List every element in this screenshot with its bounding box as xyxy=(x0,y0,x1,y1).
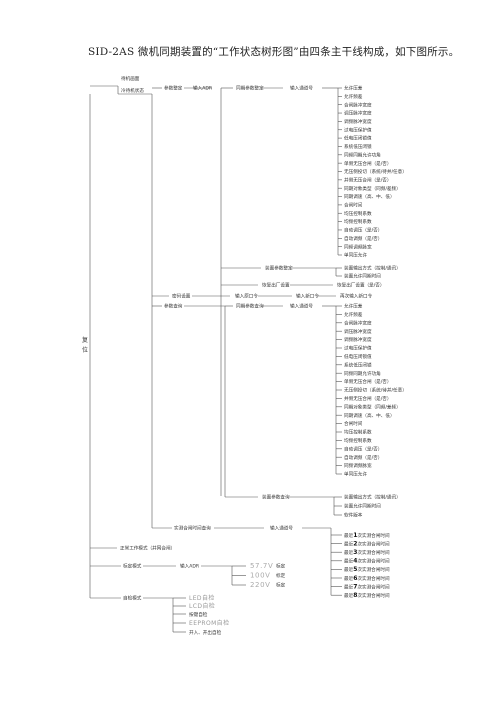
sync-query-title: 同期参数查询 xyxy=(236,303,264,310)
query-title: 参数查询 xyxy=(164,303,183,310)
params-enter: 输入ADR xyxy=(193,85,213,92)
sync-set-title: 同期参数整定 xyxy=(236,85,264,92)
sync-query-item: 调压脉冲宽度 xyxy=(344,328,372,335)
sync-set-item: 同期调速（高、中、低） xyxy=(344,193,395,200)
sync-set-item: 允许压差 xyxy=(344,85,363,92)
dev-query-item: 装置输出方式（控制/通讯） xyxy=(344,494,401,501)
root-label: 复 xyxy=(82,336,88,344)
sync-set-item: 系统低压闭锁 xyxy=(344,143,372,150)
calib-item: 57.7V xyxy=(250,562,273,570)
record-title: 实测合闸时间查询 xyxy=(174,525,211,532)
sync-set-item: 允许频差 xyxy=(344,93,363,100)
sync-query-item: 无压侧投切（系统/待并/任意） xyxy=(344,387,407,394)
calib-item-suffix: 标定 xyxy=(276,582,286,589)
record-item: 最近3次实测合闸时间 xyxy=(344,549,390,556)
standby-title: 待机画面 xyxy=(121,75,140,82)
sync-query-item: 调频脉冲宽度 xyxy=(344,336,372,343)
factory-item: 恢复出厂设置（是/否） xyxy=(337,282,385,289)
record-item: 最近1次实测合闸时间 xyxy=(344,532,390,539)
dev-set-item: 装置输出方式（控制/通讯） xyxy=(344,265,401,272)
sync-query-item: 单同压允许 xyxy=(344,471,367,478)
sync-query-item: 均频控制系数 xyxy=(344,437,372,444)
record-enter: 输入通道号 xyxy=(270,525,293,532)
sync-set-item: 均压控制系数 xyxy=(344,210,372,217)
sync-set-item: 自动调频（是/否） xyxy=(344,235,382,242)
root-label: 位 xyxy=(82,346,88,354)
record-item: 最近5次实测合闸时间 xyxy=(344,566,390,573)
standby-sub: 冷待机状态 xyxy=(121,87,144,94)
sync-query-item: 系统低压闭锁 xyxy=(344,361,372,368)
pwd-title: 密码设置 xyxy=(172,293,191,300)
params-title: 参数整定 xyxy=(164,85,183,92)
sync-query-item: 低电压闭锁值 xyxy=(344,353,372,360)
sync-query-item: 同频调频脉宽 xyxy=(344,462,372,469)
sync-query-item: 单侧无压合闸（是/否） xyxy=(344,378,392,385)
sync-query-item: 同频同期允许功角 xyxy=(344,370,381,377)
selfcheck-title: 自检模式 xyxy=(123,595,142,602)
record-item: 最近2次实测合闸时间 xyxy=(344,540,390,547)
sync-set-item: 同频同期允许功角 xyxy=(344,151,381,158)
calib-title: 标定模式 xyxy=(123,563,142,570)
sync-query-item: 过电压保护值 xyxy=(344,345,372,352)
dev-set-title: 装置参数整定 xyxy=(265,265,293,272)
sync-set-item: 合闸时间 xyxy=(344,202,363,209)
sync-set-item: 单侧无压合闸（是/否） xyxy=(344,160,392,167)
selfcheck-item: EEPROM自检 xyxy=(189,619,229,627)
normal-title: 正常工作模式（并网合闸） xyxy=(120,545,175,552)
sync-query-enter: 输入通道号 xyxy=(290,303,313,310)
calib-item: 100V xyxy=(250,572,271,580)
calib-item-suffix: 标定 xyxy=(276,572,286,579)
pwd-item: 再次输入新口令 xyxy=(340,293,373,300)
sync-set-item: 过电压保护值 xyxy=(344,126,372,133)
factory-title: 恢复出厂设置 xyxy=(262,282,290,289)
record-item: 最近6次实测合闸时间 xyxy=(344,575,390,582)
sync-query-item: 合闸时间 xyxy=(344,420,363,427)
dev-query-item: 装置允许同期时间 xyxy=(344,503,381,510)
record-item: 最近4次实测合闸时间 xyxy=(344,558,390,565)
selfcheck-item: 按键自检 xyxy=(189,611,208,618)
sync-query-item: 允许压差 xyxy=(344,303,363,310)
selfcheck-item: LED自检 xyxy=(189,594,215,602)
sync-set-item: 调压脉冲宽度 xyxy=(344,110,372,117)
calib-enter: 输入ADR xyxy=(180,563,200,570)
sync-set-item: 同期对象类型（同频/差频） xyxy=(344,185,401,192)
sync-query-item: 允许频差 xyxy=(344,311,363,318)
sync-set-item: 无压侧投切（系统/待并/任意） xyxy=(344,168,407,175)
sync-set-item: 低电压闭锁值 xyxy=(344,135,372,142)
calib-item-suffix: 标定 xyxy=(276,563,286,570)
sync-query-item: 自动调频（是/否） xyxy=(344,454,382,461)
dev-set-item: 装置允许同期时间 xyxy=(344,273,381,280)
selfcheck-item: 开入、开出自检 xyxy=(189,629,222,636)
sync-set-enter: 输入通道号 xyxy=(290,85,313,92)
dev-query-title: 装置参数查询 xyxy=(262,494,290,501)
diagram-caption: SID-2AS 微机同期装置的“工作状态树形图”由四条主干线构成，如下图所示。 xyxy=(88,46,460,58)
sync-query-item: 并侧无压合闸（是/否） xyxy=(344,395,392,402)
sync-set-item: 同频调频脉宽 xyxy=(344,243,372,250)
sync-set-item: 单同压允许 xyxy=(344,252,367,259)
sync-query-item: 同期对象类型（同频/差频） xyxy=(344,403,401,410)
record-item: 最近7次实测合闸时间 xyxy=(344,583,390,590)
sync-set-item: 合闸脉冲宽度 xyxy=(344,101,372,108)
pwd-enter2: 输入新口令 xyxy=(296,293,319,300)
sync-set-item: 并侧无压合闸（是/否） xyxy=(344,176,392,183)
calib-item: 220V xyxy=(250,581,271,589)
sync-set-item: 均频控制系数 xyxy=(344,218,372,225)
dev-query-item: 软件版本 xyxy=(344,512,363,519)
selfcheck-item: LCD自检 xyxy=(189,602,215,610)
sync-query-item: 合闸脉冲宽度 xyxy=(344,319,372,326)
sync-set-item: 调频脉冲宽度 xyxy=(344,118,372,125)
sync-query-item: 自动调压（是/否） xyxy=(344,445,382,452)
sync-query-item: 同期调速（高、中、低） xyxy=(344,412,395,419)
sync-set-item: 自动调压（是/否） xyxy=(344,227,382,234)
pwd-enter1: 输入原口令 xyxy=(235,293,258,300)
sync-query-item: 均压控制系数 xyxy=(344,429,372,436)
record-item: 最近8次实测合闸时间 xyxy=(344,592,390,599)
